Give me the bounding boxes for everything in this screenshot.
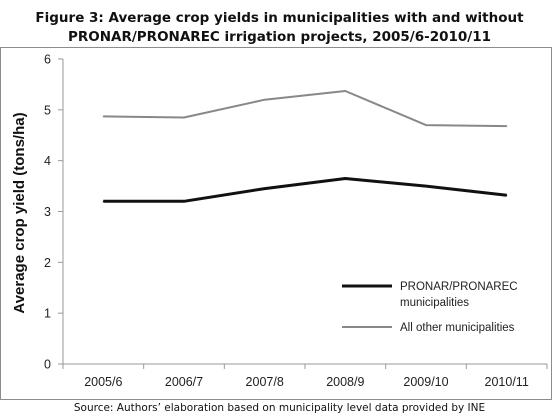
legend-label: PRONAR/PRONAREC — [400, 281, 518, 293]
y-tick-label: 3 — [44, 205, 51, 219]
data-point — [102, 200, 104, 202]
y-tick-label: 1 — [44, 307, 51, 321]
data-point — [183, 116, 185, 119]
data-point — [344, 90, 346, 92]
series-line-1 — [103, 177, 507, 203]
axes: 0 1 2 3 4 5 6 2005/6 2006/7 2007/8 2008/9 2009/10 20… — [44, 53, 548, 389]
data-point — [264, 99, 266, 101]
y-tick-label: 2 — [44, 256, 51, 270]
data-point — [183, 200, 185, 202]
data-point — [264, 188, 266, 190]
x-tick-label: 2005/6 — [84, 375, 122, 389]
y-tick-label: 5 — [44, 103, 51, 117]
legend-label: municipalities — [400, 297, 469, 309]
y-axis-label: Average crop yield (tons/ha) — [11, 112, 28, 313]
chart-frame — [0, 47, 552, 400]
legend-label: All other municipalities — [400, 322, 515, 334]
data-point — [506, 194, 508, 196]
y-tick-label: 4 — [44, 154, 51, 168]
x-tick-label: 2006/7 — [165, 375, 203, 389]
chart-title-line-2: PRONAR/PRONAREC irrigation projects, 200… — [67, 29, 492, 45]
data-point — [102, 115, 104, 118]
series-lines — [102, 90, 508, 203]
y-tick-label: 0 — [44, 358, 51, 372]
chart-title: Figure 3: Average crop yields in municip… — [0, 9, 559, 47]
source-note: Source: Authors’ elaboration based on mu… — [73, 402, 486, 414]
data-point — [425, 124, 427, 126]
data-point — [506, 125, 508, 127]
x-tick-label: 2008/9 — [326, 375, 364, 389]
x-tick-label: 2010/11 — [485, 375, 529, 389]
chart-title-line-1: Figure 3: Average crop yields in municip… — [35, 10, 524, 26]
series-line-2 — [103, 90, 507, 128]
x-tick-label: 2007/8 — [246, 375, 284, 389]
legend: PRONAR/PRONAREC municipalities All other m… — [342, 281, 518, 334]
x-tick-label: 2009/10 — [403, 375, 448, 389]
data-point — [344, 177, 346, 180]
data-point — [425, 185, 427, 187]
y-tick-label: 6 — [44, 53, 51, 67]
